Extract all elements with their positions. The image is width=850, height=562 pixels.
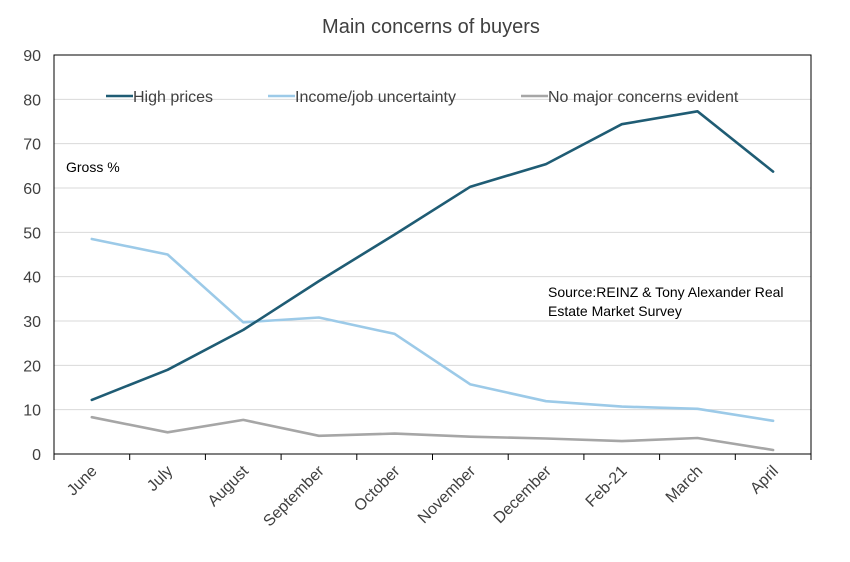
series-line-income-job-uncertainty xyxy=(90,237,775,423)
x-tick-label: August xyxy=(205,462,253,510)
x-tick-label: April xyxy=(747,463,782,498)
series-lines xyxy=(90,110,775,452)
y-tick-label: 60 xyxy=(23,181,41,198)
y-tick-label: 80 xyxy=(23,92,41,109)
gridlines xyxy=(54,98,811,411)
legend-label: Income/job uncertainty xyxy=(295,89,456,106)
x-tick-label: December xyxy=(491,462,556,527)
unit-label: Gross % xyxy=(66,159,120,175)
series-line-no-major-concerns-evident xyxy=(90,415,775,452)
legend-label: No major concerns evident xyxy=(548,89,739,106)
source-note-line-2: Estate Market Survey xyxy=(548,303,682,319)
legend: High prices Income/job uncertainty No majo… xyxy=(106,89,739,106)
source-note-line-1: Source:REINZ & Tony Alexander Real xyxy=(548,284,784,300)
x-tick-label: November xyxy=(415,462,480,527)
x-tick-label: July xyxy=(144,463,176,495)
y-tick-label: 30 xyxy=(23,314,41,331)
y-tick-label: 50 xyxy=(23,225,41,242)
x-tick-label: October xyxy=(351,462,404,515)
y-tick-label: 20 xyxy=(23,358,41,375)
x-axis: June July August September October November De… xyxy=(53,454,812,530)
y-tick-label: 90 xyxy=(23,48,41,65)
chart-title: Main concerns of buyers xyxy=(322,16,540,38)
y-tick-label: 10 xyxy=(23,403,41,420)
y-tick-label: 40 xyxy=(23,270,41,287)
x-tick-label: June xyxy=(64,463,101,500)
legend-label: High prices xyxy=(133,89,213,106)
series-line-high-prices xyxy=(90,110,775,402)
x-tick-label: September xyxy=(260,462,328,530)
y-axis: 0 10 20 30 40 50 60 70 80 90 xyxy=(23,48,41,464)
x-tick-label: Feb-21 xyxy=(583,463,631,511)
x-tick-label: March xyxy=(663,463,706,506)
y-tick-label: 70 xyxy=(23,137,41,154)
y-tick-label: 0 xyxy=(32,447,41,464)
